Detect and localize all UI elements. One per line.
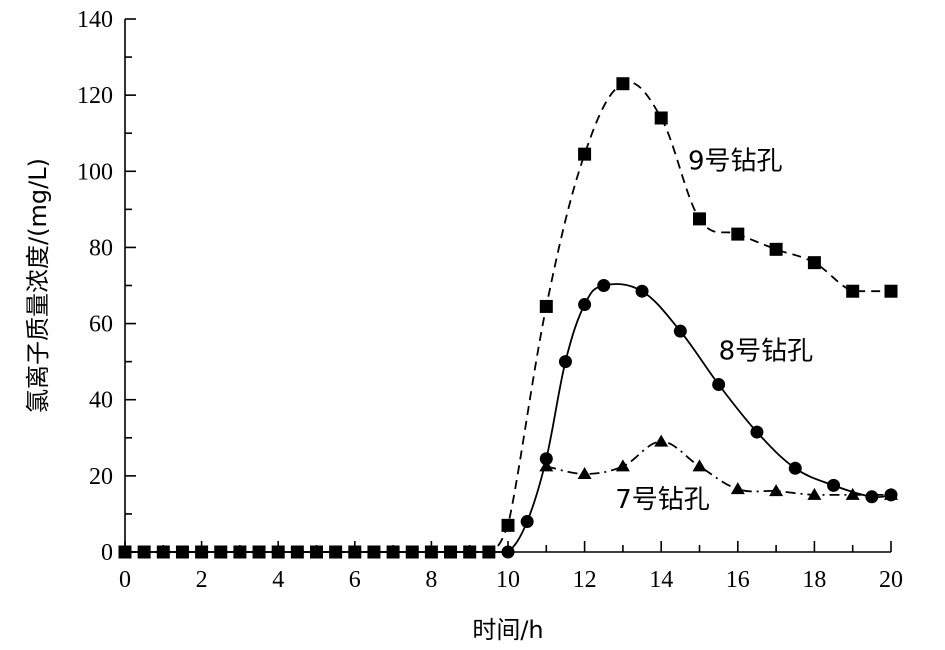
- x-tick-label: 14: [649, 567, 673, 593]
- series-8-point: [195, 545, 209, 559]
- series-label-2: 7号钻孔: [615, 485, 710, 515]
- series-7-point: [730, 482, 745, 495]
- series-8-point: [156, 545, 170, 559]
- series-markers: [118, 77, 898, 559]
- x-tick-label: 4: [272, 567, 284, 593]
- x-tick-label: 12: [573, 567, 597, 593]
- x-tick-label: 20: [879, 567, 903, 593]
- series-8-point: [482, 545, 496, 559]
- series-8-point: [137, 545, 151, 559]
- series-8-point: [501, 545, 515, 559]
- series-7-point: [654, 434, 669, 447]
- series-9-point: [846, 284, 860, 298]
- y-tick-label: 120: [77, 83, 113, 109]
- series-9-point: [501, 518, 515, 532]
- series-8-point: [271, 545, 285, 559]
- series-9-point: [769, 242, 783, 256]
- series-8-point: [310, 545, 323, 559]
- series-7-point: [539, 459, 554, 472]
- series-8-point: [712, 377, 726, 391]
- series-8-point: [865, 490, 879, 504]
- series-9-point: [616, 77, 630, 91]
- series-8-point: [463, 545, 477, 559]
- series-8-point: [558, 355, 572, 369]
- series-7-point: [845, 487, 860, 500]
- series-8-point: [444, 545, 458, 559]
- x-tick-label: 2: [196, 567, 208, 593]
- x-tick-label: 0: [119, 567, 131, 593]
- axes: 0 2 4 6 8 10 12 14 16 18 20 0 20 40 60 80 100 120 140: [77, 7, 903, 593]
- series-8-point: [214, 545, 228, 559]
- series-8-point: [290, 545, 304, 559]
- series-7-point: [769, 484, 784, 497]
- x-tick-label: 18: [802, 567, 826, 593]
- series-label-0: 9号钻孔: [688, 146, 783, 176]
- series-8-point: [252, 545, 266, 559]
- y-tick-label: 80: [89, 235, 113, 261]
- series-8-point: [348, 545, 362, 559]
- y-tick-label: 100: [77, 159, 113, 185]
- series-7-point: [615, 459, 630, 472]
- series-7-point: [577, 466, 592, 479]
- y-tick-label: 0: [101, 540, 113, 566]
- series-8-point: [118, 545, 132, 559]
- y-tick-label: 140: [77, 7, 113, 33]
- series-7-point: [807, 487, 822, 500]
- series-8-point: [635, 284, 649, 298]
- x-tick-label: 10: [496, 567, 520, 593]
- series-8-point: [578, 298, 592, 312]
- y-tick-label: 40: [89, 388, 113, 414]
- y-tick-label: 60: [89, 312, 113, 338]
- series-8-point: [386, 545, 400, 559]
- x-tick-label: 8: [425, 567, 437, 593]
- series-7-line: [546, 440, 891, 496]
- series-8-point: [827, 478, 841, 492]
- series-8-point: [424, 545, 438, 559]
- series-8-point: [175, 545, 189, 559]
- series-8-point: [520, 515, 534, 529]
- x-tick-label: 16: [726, 567, 750, 593]
- x-tick-label: 6: [349, 567, 361, 593]
- series-9-point: [539, 299, 553, 313]
- series-9-point: [884, 284, 898, 298]
- series-7-point: [692, 459, 707, 472]
- x-axis-label: 时间/h: [472, 616, 543, 644]
- y-tick-label: 20: [89, 464, 113, 490]
- annotations: 9号钻孔 8号钻孔 7号钻孔: [615, 146, 813, 515]
- series-8-point: [329, 545, 343, 559]
- series-8-point: [597, 279, 611, 292]
- series-9-point: [693, 212, 706, 226]
- series-8-point: [405, 545, 419, 559]
- series-9-point: [807, 256, 821, 270]
- series-8-point: [788, 461, 802, 475]
- series-9-point: [578, 147, 592, 161]
- series-8-point: [750, 425, 764, 439]
- series-9-point: [654, 111, 668, 125]
- y-axis-label: 氯离子质量浓度/(mg/L): [24, 158, 52, 413]
- series-8-line: [125, 283, 892, 553]
- series-8-point: [233, 545, 247, 559]
- series-8-point: [539, 452, 553, 466]
- series-7-point: [884, 487, 898, 500]
- series-label-1: 8号钻孔: [719, 337, 814, 367]
- series-8-point: [673, 324, 687, 338]
- series-9-point: [731, 227, 745, 241]
- series-8-point: [367, 545, 381, 559]
